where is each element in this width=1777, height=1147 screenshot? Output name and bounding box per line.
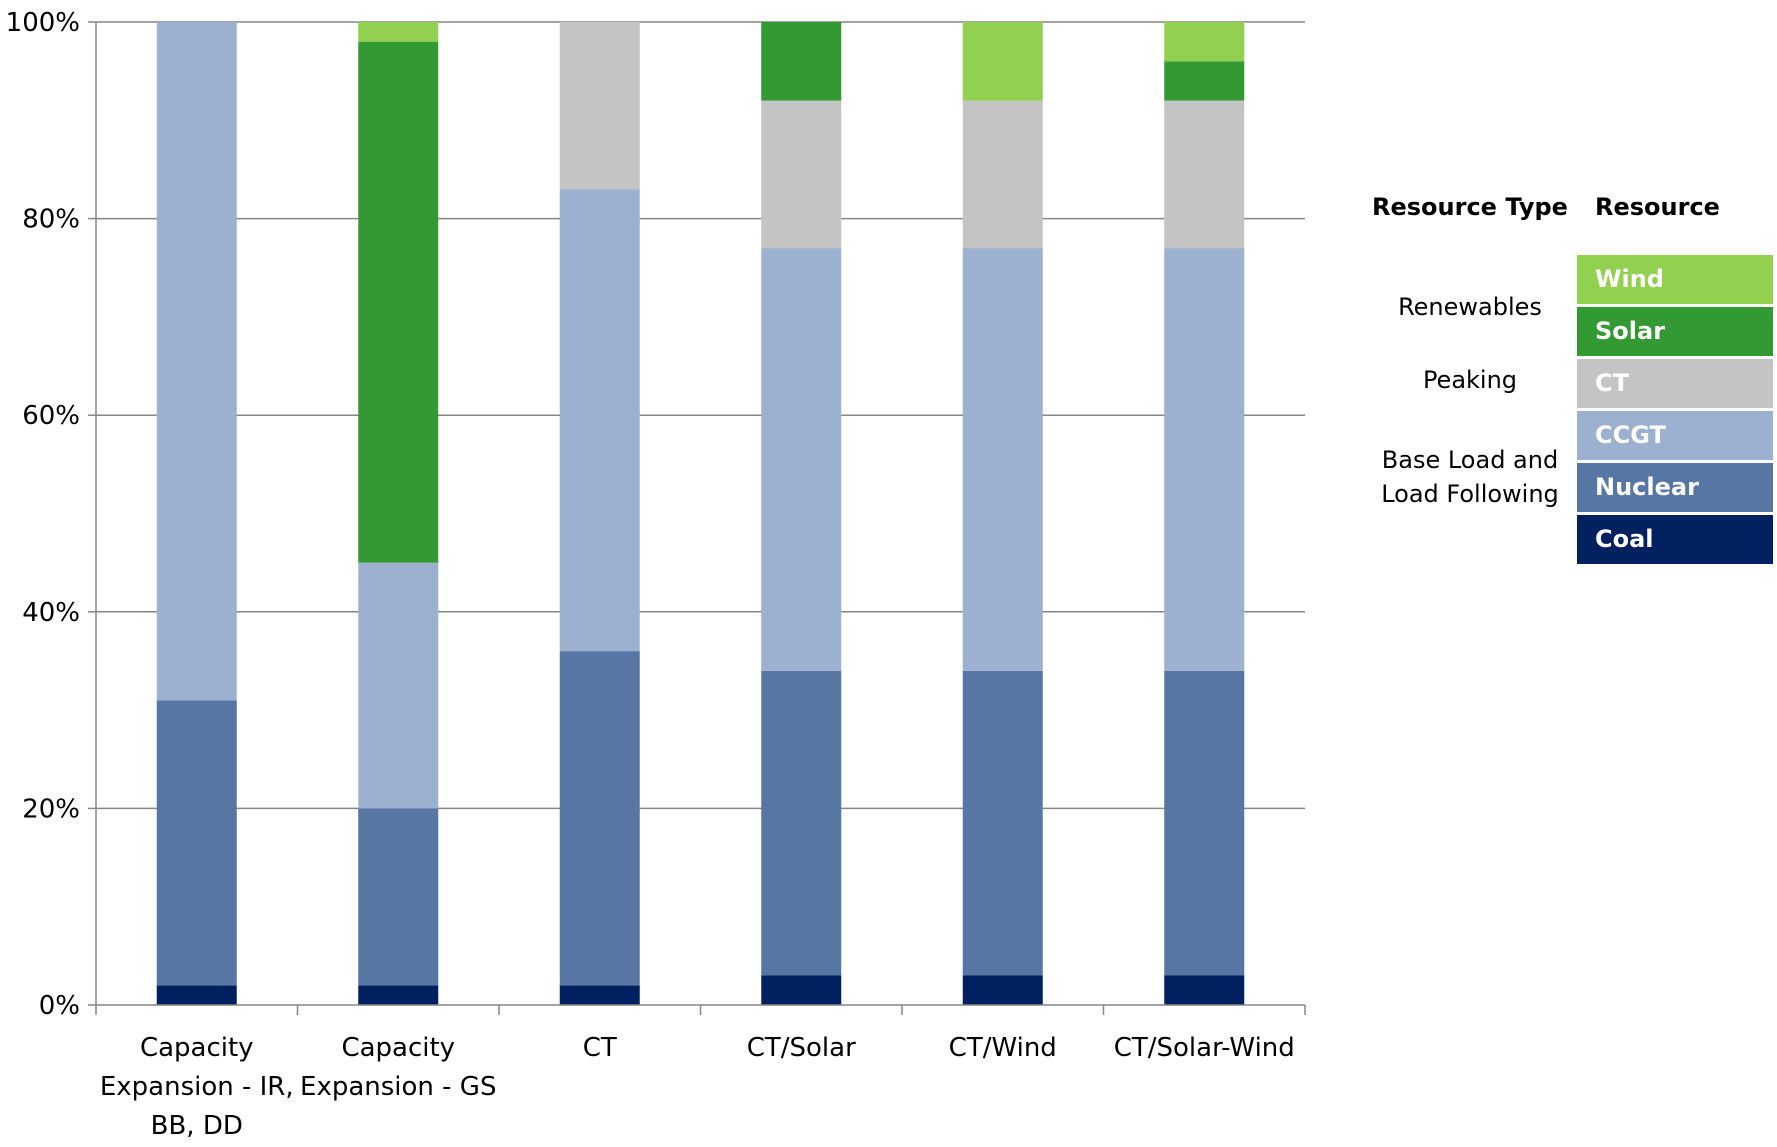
x-tick-label: CT/Solar (747, 1033, 856, 1063)
bar-segment-coal (358, 985, 439, 1005)
y-tick-label: 20% (22, 794, 80, 824)
x-tick-label: CT/Solar-Wind (1114, 1033, 1295, 1063)
y-tick-label: 40% (22, 598, 80, 628)
bar-segment-nuclear (358, 808, 439, 986)
bar-segment-wind (358, 22, 439, 42)
legend-group-renewables: Renewables (1360, 290, 1580, 324)
x-tick-label: Capacity Expansion - GS (300, 1033, 496, 1102)
legend-item-wind: Wind (1577, 255, 1773, 304)
legend-group-label: Renewables (1398, 293, 1542, 321)
x-tick-label: Capacity Expansion - IR, BB, DD (100, 1033, 294, 1141)
bar-segment-coal (1164, 975, 1245, 1005)
legend-item-nuclear: Nuclear (1577, 463, 1773, 512)
bar-segment-ccgt (962, 248, 1043, 671)
y-tick-label: 100% (6, 8, 80, 38)
x-tick-label: CT (583, 1033, 617, 1063)
bar-segment-ccgt (559, 189, 640, 652)
bar-segment-ct (962, 100, 1043, 249)
bar-segment-coal (962, 975, 1043, 1005)
legend-group-base-load: Base Load and Load Following (1360, 443, 1580, 511)
legend-item-coal: Coal (1577, 515, 1773, 564)
bar-segment-coal (761, 975, 842, 1005)
legend-header-resource: Resource (1595, 193, 1720, 221)
bar-segment-coal (156, 985, 237, 1005)
y-tick-label: 60% (22, 401, 80, 431)
bar-segment-ccgt (358, 562, 439, 809)
legend-item-solar: Solar (1577, 307, 1773, 356)
y-tick-label: 80% (22, 205, 80, 235)
bar-segment-solar (1164, 61, 1245, 101)
bar-segment-ct (761, 100, 842, 249)
bars (156, 22, 1245, 1005)
bar-segment-wind (1164, 22, 1245, 62)
bar-segment-ct (1164, 100, 1245, 249)
bar-segment-nuclear (761, 670, 842, 976)
y-tick-label: 0% (39, 991, 80, 1021)
axes (88, 21, 1306, 1015)
bar-segment-solar (358, 41, 439, 563)
legend-group-label-line-1: Base Load and (1381, 446, 1559, 474)
legend-header-resource-type: Resource Type (1372, 193, 1568, 221)
bar-segment-nuclear (156, 700, 237, 986)
legend-group-peaking: Peaking (1360, 363, 1580, 397)
bar-segment-ccgt (156, 22, 237, 701)
gridlines (96, 21, 1305, 810)
bar-segment-ct (559, 22, 640, 190)
bar-segment-nuclear (1164, 670, 1245, 976)
bar-segment-wind (962, 22, 1043, 101)
legend-group-label: Peaking (1422, 366, 1518, 394)
x-tick-label: CT/Wind (949, 1033, 1057, 1063)
axis-labels: 0% 20% 40% 60% 80% 100% Capacity Expansion - IR… (6, 8, 1295, 1141)
bar-segment-nuclear (559, 651, 640, 986)
bar-segment-solar (761, 22, 842, 101)
legend-item-ct: CT (1577, 359, 1773, 408)
legend-group-label-line-2: Load Following (1381, 480, 1559, 508)
bar-segment-nuclear (962, 670, 1043, 976)
legend-item-ccgt: CCGT (1577, 411, 1773, 460)
bar-segment-ccgt (761, 248, 842, 671)
bar-segment-ccgt (1164, 248, 1245, 671)
bar-segment-coal (559, 985, 640, 1005)
